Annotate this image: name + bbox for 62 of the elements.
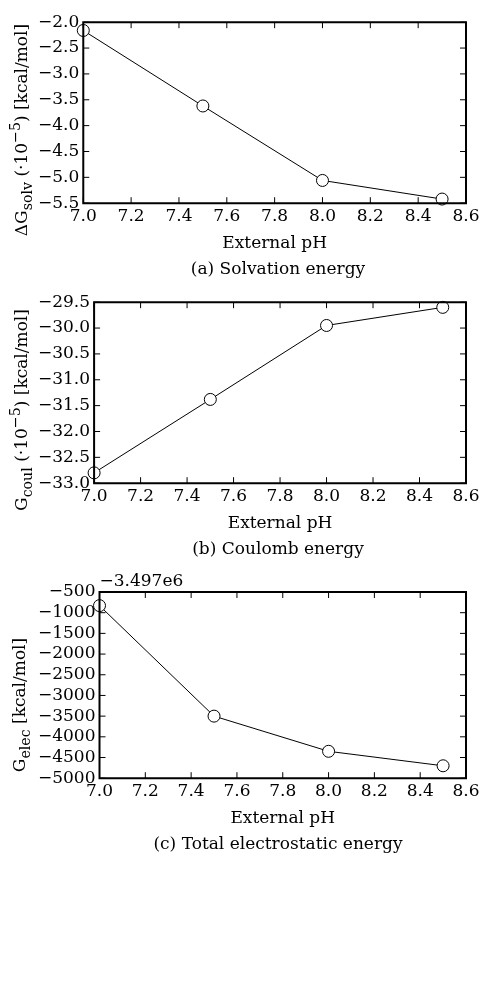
y-tick-label: −32.5 — [37, 445, 91, 466]
x-tick-label: 7.6 — [213, 204, 241, 225]
y-tick-label: −2000 — [37, 642, 96, 663]
text: −3.497e6 — [99, 569, 184, 590]
x-tick-label: 7.8 — [261, 204, 289, 225]
point — [322, 744, 336, 758]
text: (b) Coulomb energy — [191, 538, 365, 558]
x-tick-label: 8.4 — [404, 204, 432, 225]
y-tick-label: −1000 — [37, 601, 96, 622]
y-tick-label: −500 — [48, 580, 96, 601]
point — [436, 759, 450, 773]
x-tick-label: 7.2 — [117, 204, 145, 225]
x-axis-title: External pH — [227, 512, 333, 533]
x-tick-label: 7.4 — [173, 484, 201, 505]
text: (c) Total electrostatic energy — [152, 833, 404, 853]
x-tick-label: 7.6 — [220, 484, 248, 505]
y-tick-label: −2.5 — [38, 36, 80, 57]
x-tick-label: 7.2 — [131, 779, 159, 800]
x-tick-label: 8.4 — [406, 779, 434, 800]
x-tick-label: 8.0 — [315, 779, 343, 800]
y-tick-label: −30.5 — [37, 342, 91, 363]
point — [207, 709, 221, 723]
x-tick-label: 8.0 — [313, 484, 341, 505]
y-tick-label: −4.0 — [38, 114, 80, 135]
y-tick-label: −2500 — [37, 663, 96, 684]
x-tick-label: 8.4 — [405, 484, 434, 505]
x-tick-label: 8.6 — [452, 204, 480, 225]
x-tick-label: 8.2 — [359, 484, 387, 505]
y-tick-label: −5.0 — [38, 165, 80, 186]
x-tick-label: 8.6 — [452, 779, 480, 800]
x-tick-label: 7.6 — [223, 779, 251, 800]
x-tick-label: 7.2 — [127, 484, 155, 505]
y-tick-label: −29.5 — [37, 290, 91, 311]
point — [315, 173, 329, 187]
y-tick-label: −31.5 — [37, 394, 91, 415]
y-tick-label: −1500 — [37, 621, 96, 642]
y-tick-label: −3000 — [37, 683, 96, 704]
x-tick-label: 8.2 — [360, 779, 388, 800]
y-tick-label: −3.0 — [38, 62, 80, 83]
x-tick-label: 7.4 — [177, 779, 205, 800]
x-tick-label: 8.0 — [308, 204, 336, 225]
x-axis-title: External pH — [222, 232, 327, 253]
x-tick-label: 7.8 — [269, 779, 297, 800]
y-tick-label: −31.0 — [37, 368, 91, 389]
y-tick-label: −32.0 — [37, 419, 91, 440]
y-tick-label: −2.0 — [38, 10, 80, 31]
point — [203, 392, 217, 406]
y-tick-label: −3.5 — [38, 88, 80, 109]
point — [436, 300, 450, 314]
point — [196, 99, 210, 113]
text: (a) Solvation energy — [189, 258, 367, 278]
point — [320, 318, 334, 332]
y-tick-label: −4500 — [37, 745, 96, 766]
y-tick-label: −4.5 — [38, 139, 80, 160]
x-tick-label: 7.8 — [266, 484, 294, 505]
y-tick-label: −30.0 — [37, 316, 91, 337]
x-tick-label: 8.2 — [356, 204, 384, 225]
x-tick-label: 8.6 — [452, 484, 480, 505]
y-tick-label: −4000 — [37, 725, 96, 746]
x-tick-label: 7.4 — [165, 204, 193, 225]
x-axis-title: External pH — [230, 807, 336, 828]
y-tick-label: −3500 — [37, 704, 96, 725]
